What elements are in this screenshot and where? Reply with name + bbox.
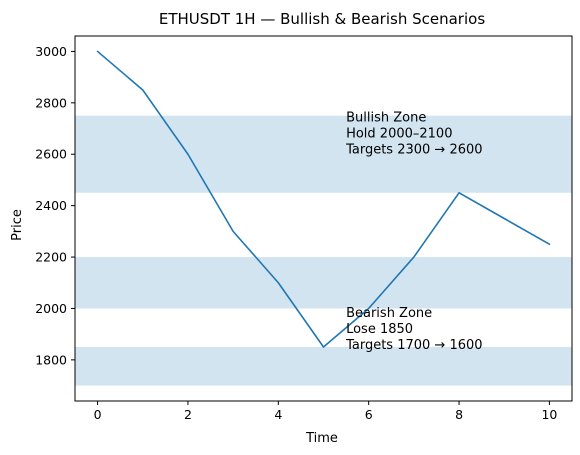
series-layer — [96, 50, 551, 348]
zone-band-0 — [75, 115, 572, 193]
x-tick-label: 8 — [455, 407, 463, 422]
plot-frame — [74, 35, 573, 402]
chart-title: ETHUSDT 1H — Bullish & Bearish Scenarios — [159, 10, 485, 28]
annotation-line: Targets 2300 → 2600 — [345, 143, 482, 158]
x-tick-label: 6 — [365, 407, 373, 422]
annotation-line: Targets 1700 → 1600 — [345, 338, 482, 353]
y-tick-label: 3000 — [35, 44, 67, 59]
x-tick-label: 0 — [94, 407, 102, 422]
zone-bands — [75, 115, 572, 386]
zone-band-2 — [75, 347, 572, 386]
axes: 0 2 4 6 8 10 1800 2000 2200 2400 2600 2800 3000 — [35, 35, 573, 422]
y-tick-label: 2000 — [35, 301, 67, 316]
y-tick-label: 1800 — [35, 352, 67, 367]
y-tick-label: 2400 — [35, 198, 67, 213]
x-tick-label: 10 — [541, 407, 557, 422]
y-axis-title: Price — [10, 209, 25, 241]
y-tick-label: 2800 — [35, 95, 67, 110]
x-axis-title: Time — [305, 431, 338, 446]
annotation-line: Hold 2000–2100 — [346, 127, 452, 142]
annotation-line: Bearish Zone — [346, 306, 432, 321]
x-tick-label: 4 — [274, 407, 282, 422]
annotation-line: Bullish Zone — [346, 111, 426, 126]
y-tick-label: 2200 — [35, 250, 67, 265]
zone-band-1 — [75, 257, 572, 309]
annotation-line: Lose 1850 — [346, 322, 413, 337]
y-tick-label: 2600 — [35, 147, 67, 162]
x-tick-label: 2 — [184, 407, 192, 422]
